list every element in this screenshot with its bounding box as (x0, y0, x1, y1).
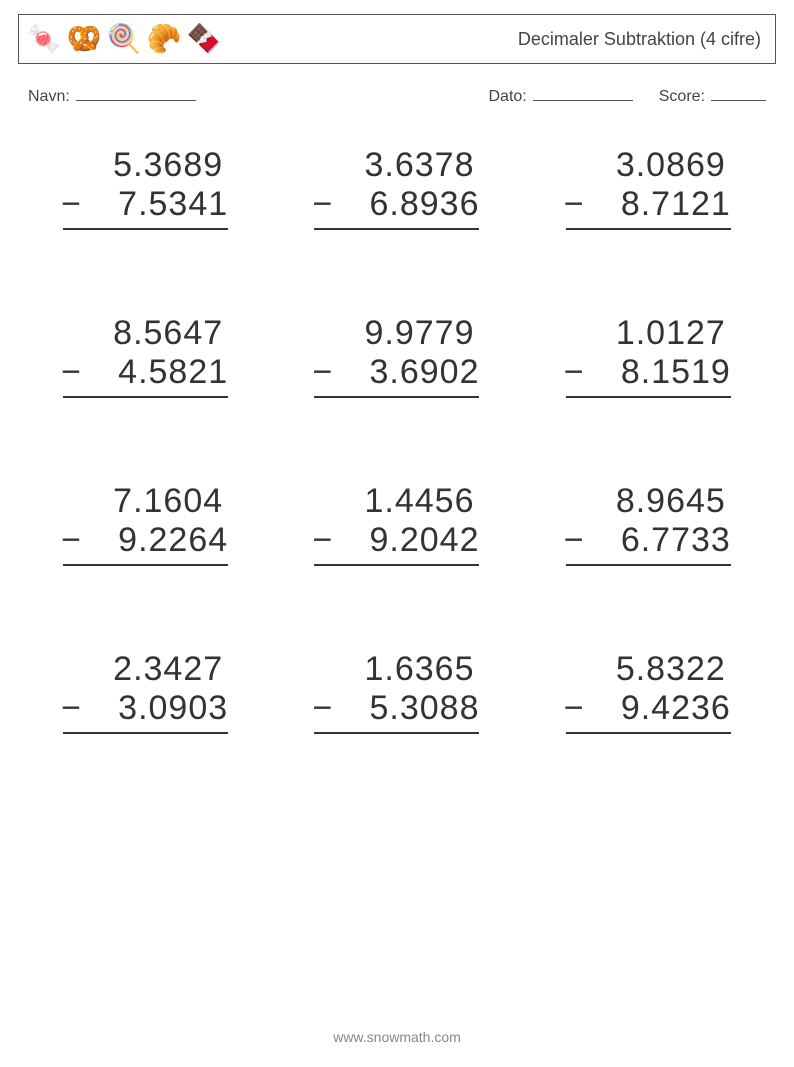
info-name: Navn: (28, 84, 196, 106)
problem-6: 1.0127−8.1519 (533, 314, 764, 404)
subtrahend: −6.8936 (314, 185, 479, 230)
minuend: 5.3689 (68, 146, 223, 185)
minus-sign-icon: − (564, 521, 585, 560)
chocolate-icon: 🍫 (187, 22, 221, 56)
subtrahend: −9.4236 (566, 689, 731, 734)
score-label: Score: (659, 88, 705, 106)
subtrahend: −9.2264 (63, 521, 228, 566)
name-label: Navn: (28, 88, 70, 106)
icon-row: 🍬🥨🍭🥐🍫 (27, 22, 221, 56)
subtrahend: −3.6902 (314, 353, 479, 398)
subtrahend: −7.5341 (63, 185, 228, 230)
minus-sign-icon: − (61, 353, 82, 392)
problem-5: 9.9779−3.6902 (281, 314, 512, 404)
minus-sign-icon: − (61, 689, 82, 728)
minuend: 5.8322 (571, 650, 726, 689)
problem-2: 3.6378−6.8936 (281, 146, 512, 236)
croissant-icon: 🥐 (147, 22, 181, 56)
name-blank[interactable] (76, 84, 196, 101)
minuend: 8.5647 (68, 314, 223, 353)
minus-sign-icon: − (312, 689, 333, 728)
subtrahend: −3.0903 (63, 689, 228, 734)
pretzel-icon: 🥨 (67, 22, 101, 56)
problem-4: 8.5647−4.5821 (30, 314, 261, 404)
minus-sign-icon: − (61, 521, 82, 560)
subtrahend: −6.7733 (566, 521, 731, 566)
minus-sign-icon: − (312, 521, 333, 560)
subtrahend: −8.7121 (566, 185, 731, 230)
date-blank[interactable] (533, 84, 633, 101)
subtrahend: −4.5821 (63, 353, 228, 398)
problem-12: 5.8322−9.4236 (533, 650, 764, 740)
minus-sign-icon: − (564, 185, 585, 224)
worksheet-title: Decimaler Subtraktion (4 cifre) (518, 29, 761, 50)
problems-grid: 5.3689−7.53413.6378−6.89363.0869−8.71218… (30, 146, 764, 740)
header-box: 🍬🥨🍭🥐🍫 Decimaler Subtraktion (4 cifre) (18, 14, 776, 64)
minuend: 1.0127 (571, 314, 726, 353)
date-label: Dato: (489, 88, 527, 106)
subtrahend: −5.3088 (314, 689, 479, 734)
problem-11: 1.6365−5.3088 (281, 650, 512, 740)
minus-sign-icon: − (312, 353, 333, 392)
minuend: 1.4456 (319, 482, 474, 521)
score-blank[interactable] (711, 84, 766, 101)
problem-10: 2.3427−3.0903 (30, 650, 261, 740)
macarons-icon: 🍬 (27, 22, 61, 56)
subtrahend: −9.2042 (314, 521, 479, 566)
minuend: 1.6365 (319, 650, 474, 689)
minus-sign-icon: − (312, 185, 333, 224)
minuend: 9.9779 (319, 314, 474, 353)
minuend: 3.6378 (319, 146, 474, 185)
problem-7: 7.1604−9.2264 (30, 482, 261, 572)
minus-sign-icon: − (564, 689, 585, 728)
problem-8: 1.4456−9.2042 (281, 482, 512, 572)
lollipop-icon: 🍭 (107, 22, 141, 56)
minuend: 3.0869 (571, 146, 726, 185)
info-right: Dato: Score: (489, 84, 767, 106)
minus-sign-icon: − (61, 185, 82, 224)
problem-1: 5.3689−7.5341 (30, 146, 261, 236)
minuend: 2.3427 (68, 650, 223, 689)
minuend: 7.1604 (68, 482, 223, 521)
minus-sign-icon: − (564, 353, 585, 392)
problem-3: 3.0869−8.7121 (533, 146, 764, 236)
minuend: 8.9645 (571, 482, 726, 521)
info-row: Navn: Dato: Score: (28, 84, 766, 106)
footer-text: www.snowmath.com (0, 1029, 794, 1045)
problem-9: 8.9645−6.7733 (533, 482, 764, 572)
subtrahend: −8.1519 (566, 353, 731, 398)
